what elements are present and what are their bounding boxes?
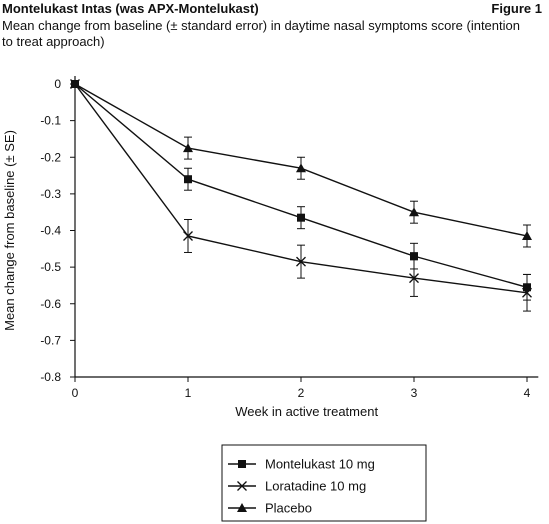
y-axis-label: Mean change from baseline (± SE) — [2, 130, 17, 331]
y-tick-label: -0.6 — [40, 297, 61, 311]
data-point — [296, 163, 306, 173]
series-placebo — [70, 79, 532, 248]
data-point — [522, 287, 532, 298]
data-point — [296, 256, 306, 267]
y-tick-label: 0 — [54, 77, 61, 91]
legend-marker — [237, 503, 247, 512]
data-point — [183, 143, 193, 153]
chart-legend: Montelukast 10 mg Loratadine 10 mg Placebo — [221, 444, 427, 522]
series-loratadine-10-mg — [70, 79, 532, 312]
x-tick-label: 0 — [72, 386, 79, 400]
data-point — [184, 175, 192, 184]
data-point — [410, 252, 418, 261]
legend-item: Placebo — [228, 501, 312, 516]
data-point — [409, 207, 419, 217]
data-point — [409, 273, 419, 284]
y-tick-label: -0.4 — [40, 224, 61, 238]
data-point — [70, 79, 80, 88]
legend-label: Montelukast 10 mg — [265, 457, 375, 472]
chart-axes: 0 -0.1 -0.2 -0.3 -0.4 -0.5 -0.6 -0.7 -0.8 0 1 2 3 4 We… — [2, 76, 539, 419]
legend-label: Loratadine 10 mg — [265, 479, 366, 494]
data-point — [522, 230, 532, 240]
y-tick-label: -0.5 — [40, 260, 61, 274]
x-tick-label: 2 — [298, 386, 305, 400]
y-tick-label: -0.8 — [40, 370, 61, 384]
data-point — [297, 213, 305, 222]
y-tick-label: -0.1 — [40, 114, 61, 128]
chart-subtitle: Mean change from baseline (± standard er… — [2, 18, 520, 49]
x-tick-label: 1 — [185, 386, 192, 400]
x-axis-label: Week in active treatment — [235, 404, 378, 419]
chart-title: Montelukast Intas (was APX-Montelukast) — [2, 1, 259, 16]
y-tick-label: -0.2 — [40, 150, 61, 164]
chart-series — [70, 79, 532, 312]
legend-item: Montelukast 10 mg — [228, 457, 375, 472]
legend-item: Loratadine 10 mg — [228, 479, 366, 494]
legend-marker — [237, 481, 247, 491]
legend-label: Placebo — [265, 501, 312, 516]
figure-label: Figure 1 — [491, 1, 542, 16]
y-tick-label: -0.3 — [40, 187, 61, 201]
y-tick-label: -0.7 — [40, 333, 61, 347]
x-tick-label: 4 — [524, 386, 531, 400]
data-point — [183, 231, 193, 241]
x-tick-label: 3 — [411, 386, 418, 400]
legend-marker — [238, 460, 246, 468]
